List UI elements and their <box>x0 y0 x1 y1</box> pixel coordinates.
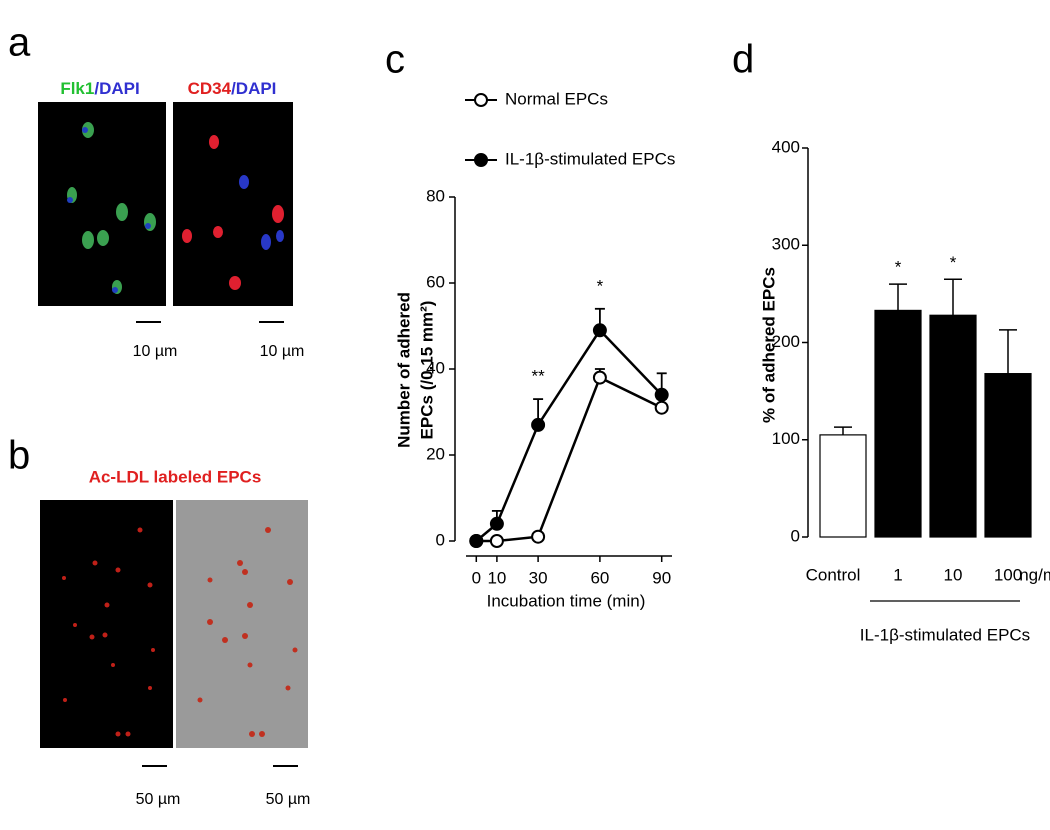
stain-marker: Flk1 <box>60 79 94 98</box>
panel-label: a <box>8 21 31 65</box>
annotation: * <box>597 276 604 295</box>
x-tick-label: 90 <box>652 568 671 587</box>
scale-label: 10 µm <box>133 343 178 360</box>
annotation: * <box>950 253 957 272</box>
data-point <box>469 534 484 548</box>
y-tick-label: 60 <box>426 272 445 291</box>
bar <box>874 309 922 538</box>
stain-marker: CD34 <box>188 79 232 98</box>
group-label: IL-1β-stimulated EPCs <box>860 625 1030 644</box>
micrograph <box>176 500 308 748</box>
data-point <box>489 516 504 531</box>
y-tick-label: 20 <box>426 444 445 463</box>
data-point <box>489 534 504 548</box>
panel-label: d <box>732 38 754 82</box>
data-point <box>531 417 546 432</box>
x-tick-label: 30 <box>529 568 548 587</box>
micrograph <box>173 102 293 306</box>
y-tick-label: 40 <box>426 358 445 377</box>
micrograph <box>40 500 173 748</box>
legend-marker <box>474 93 488 107</box>
x-tick-label: 10 <box>487 568 506 587</box>
legend-marker <box>474 153 488 167</box>
y-tick-label: 80 <box>426 186 445 205</box>
stain-counter: /DAPI <box>231 79 276 98</box>
legend-label: Normal EPCs <box>505 89 608 108</box>
annotation: ** <box>531 367 545 386</box>
data-point <box>592 323 607 338</box>
x-tick-label: 10 <box>944 565 963 584</box>
data-point <box>592 370 607 385</box>
bar <box>819 434 867 538</box>
scale-label: 50 µm <box>266 791 311 808</box>
bar <box>984 373 1032 538</box>
y-axis-title: Number of adhered <box>394 292 413 448</box>
data-point <box>654 400 669 415</box>
panel-title: Ac-LDL labeled EPCs <box>89 467 262 486</box>
y-tick-label: 0 <box>791 526 800 545</box>
data-point <box>531 529 546 544</box>
stain-counter: /DAPI <box>94 79 139 98</box>
x-tick-label: 60 <box>590 568 609 587</box>
y-tick-label: 300 <box>772 235 800 254</box>
micrograph <box>38 102 166 306</box>
y-axis-title: % of adhered EPCs <box>759 267 778 423</box>
bar <box>929 314 977 538</box>
series-line <box>476 375 663 543</box>
scale-label: 10 µm <box>260 343 305 360</box>
y-tick-label: 0 <box>436 530 445 549</box>
data-point <box>654 387 669 402</box>
unit-label: ng/ml <box>1019 565 1050 584</box>
y-tick-label: 200 <box>772 332 800 351</box>
panel-label: c <box>385 38 405 82</box>
scale-label: 50 µm <box>136 791 181 808</box>
stain-title: CD34/DAPI <box>188 79 277 98</box>
y-tick-label: 400 <box>772 137 800 156</box>
panel-label: b <box>8 434 30 478</box>
annotation: * <box>895 258 902 277</box>
x-axis-title: Incubation time (min) <box>487 591 646 610</box>
legend-label: IL-1β-stimulated EPCs <box>505 149 675 168</box>
y-tick-label: 100 <box>772 429 800 448</box>
x-tick-label: Control <box>806 565 861 584</box>
y-axis-title: EPCs (/0.15 mm²) <box>417 301 436 440</box>
x-tick-label: 0 <box>472 568 481 587</box>
x-tick-label: 100 <box>994 565 1022 584</box>
stain-title: Flk1/DAPI <box>60 79 139 98</box>
x-tick-label: 1 <box>893 565 902 584</box>
series-line <box>475 328 663 542</box>
